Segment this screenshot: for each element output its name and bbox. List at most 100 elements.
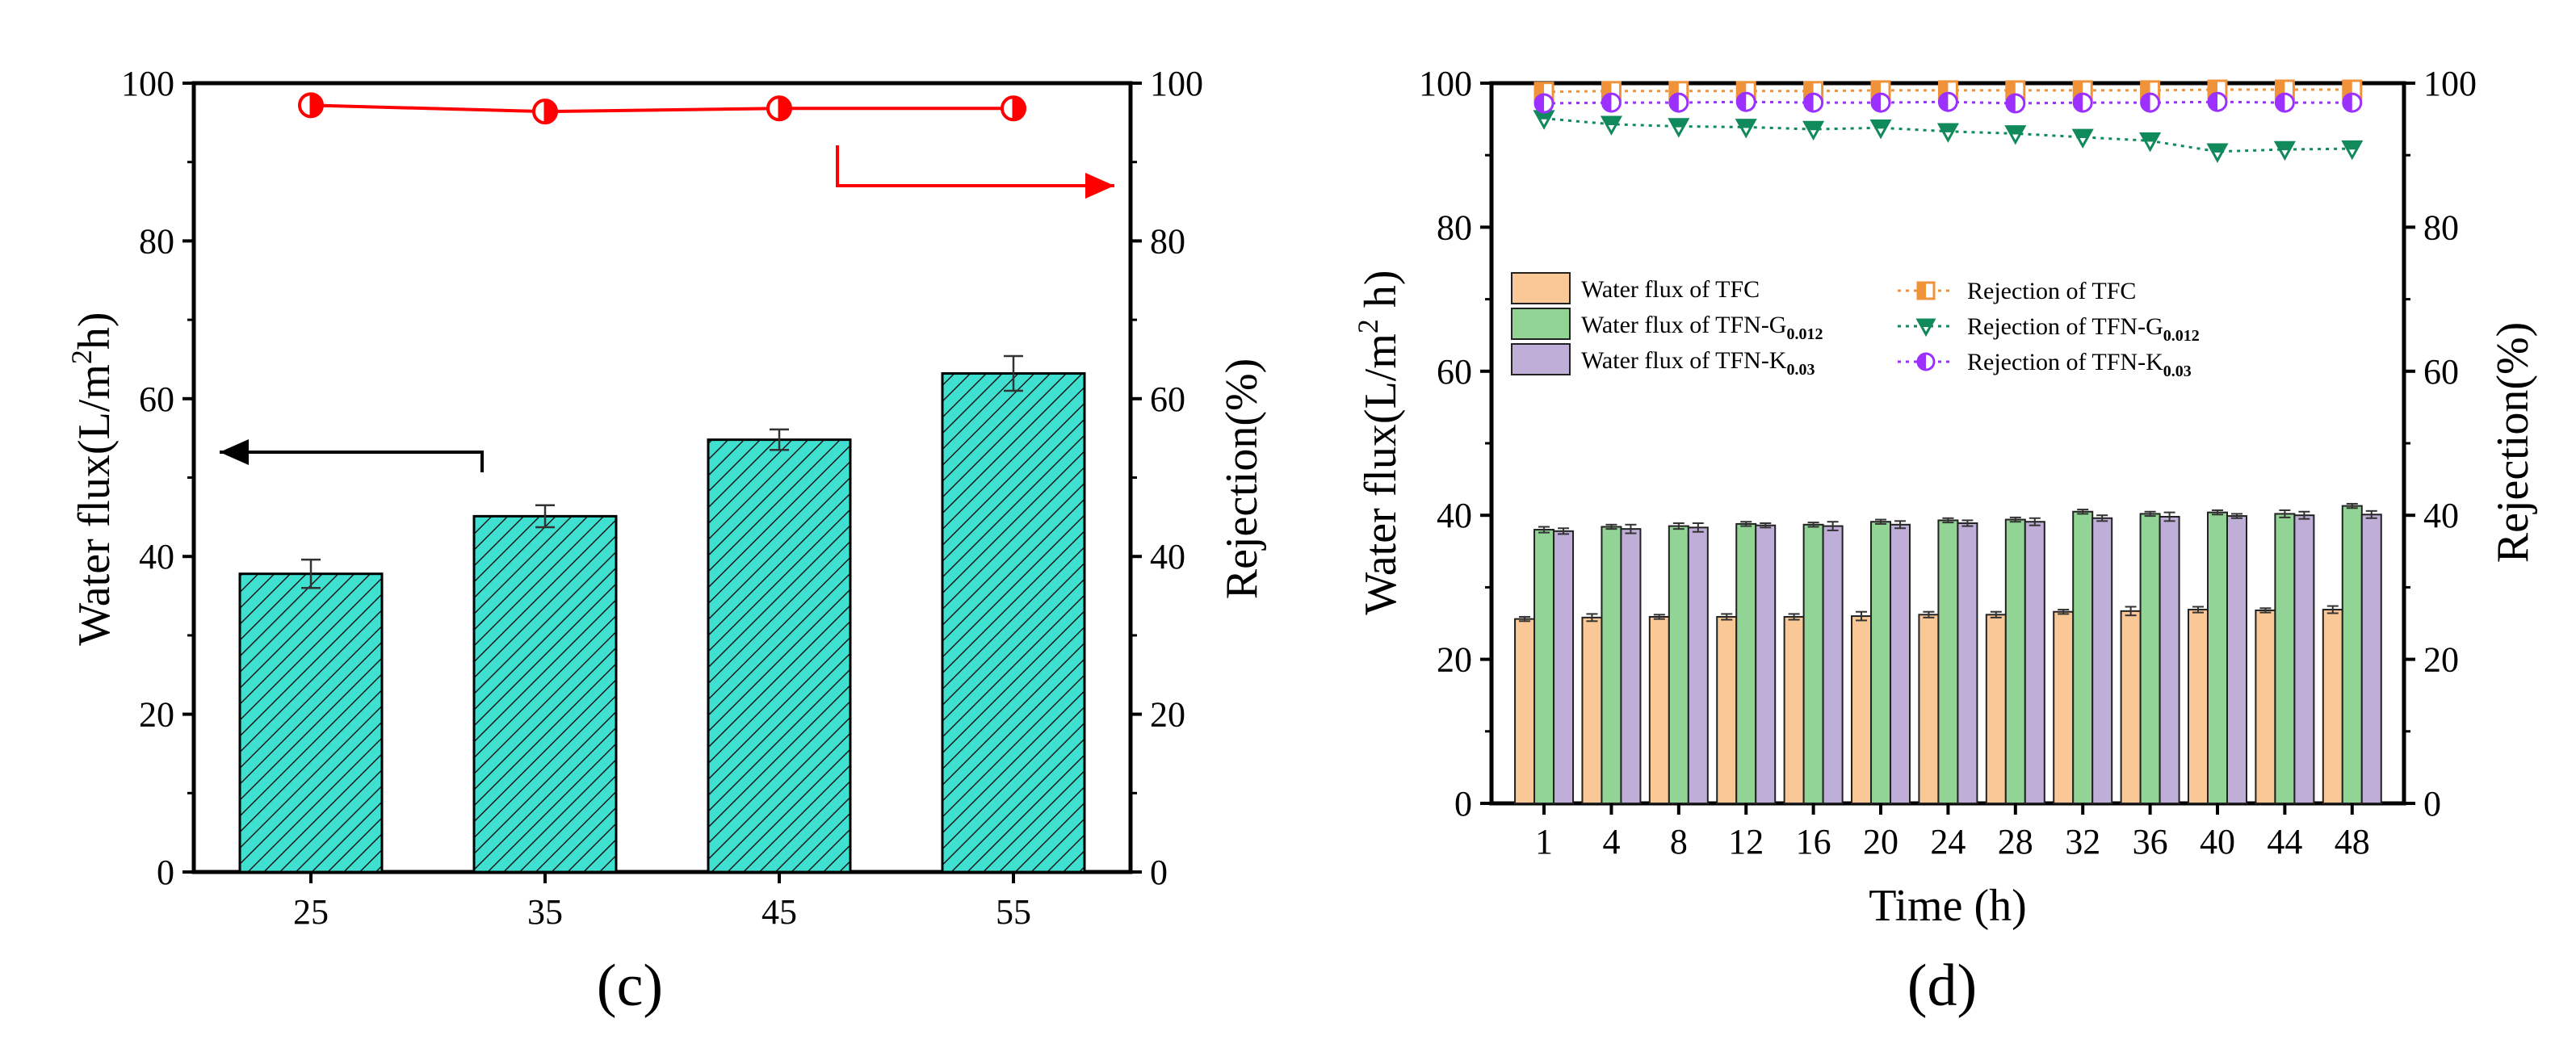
rejection-point (2206, 143, 2229, 163)
flux-bar (472, 514, 618, 874)
flux-error-bar (1558, 527, 1570, 535)
flux-error-bar (2144, 510, 2156, 518)
rejection-point (1533, 93, 1554, 114)
flux-bar (1514, 618, 1536, 805)
flux-error-bar (1740, 521, 1752, 527)
flux-bar (1716, 615, 1738, 804)
legend-label: Rejection of TFC (1967, 278, 2136, 304)
flux-bar (1581, 616, 1603, 805)
flux-error-bar (1990, 610, 2002, 618)
rejection-point (2207, 91, 2228, 112)
x-tick-label: 48 (2335, 822, 2370, 861)
legend-item: Water flux of TFN-G0.012 (1511, 308, 1823, 343)
y2-tick-label: 80 (2423, 208, 2459, 247)
legend: Water flux of TFC Water flux of TFN-G0.01… (1511, 272, 2200, 380)
panel-d-y2-axis-title: Rejection(%) (2488, 322, 2538, 564)
flux-bar (1620, 528, 1642, 804)
rejection-point (1802, 120, 1825, 141)
flux-bar (2293, 514, 2315, 804)
y2-tick-label: 0 (1150, 853, 1168, 892)
x-tick-label: 44 (2267, 822, 2302, 861)
rejection-point (2140, 92, 2161, 113)
y-tick-label: 60 (1437, 352, 1472, 392)
flux-error-bar (1519, 615, 1531, 623)
rejection-point (2341, 140, 2364, 161)
x-tick-label: 40 (2200, 822, 2235, 861)
legend-swatch (1511, 308, 1571, 340)
rejection-point (2072, 92, 2093, 113)
x-tick-label: 16 (1796, 822, 1831, 861)
flux-error-bar (1692, 522, 1704, 533)
y-tick-label: 100 (121, 64, 174, 103)
flux-error-bar (2230, 513, 2242, 519)
legend-swatch (1511, 272, 1571, 304)
flux-bar (1601, 526, 1622, 804)
flux-bar (1890, 523, 1911, 805)
rejection-point (2273, 140, 2296, 161)
rejection-point (1735, 91, 1756, 112)
y-tick-label: 20 (139, 695, 174, 735)
rejection-point (766, 95, 792, 122)
flux-error-bar (2077, 509, 2089, 515)
flux-bar (1687, 526, 1709, 804)
rejection-point (532, 99, 558, 125)
flux-error-bar (1760, 522, 1772, 529)
flux-error-bar (2058, 609, 2070, 615)
flux-bar (1533, 529, 1555, 804)
flux-bar (1802, 523, 1824, 805)
flux-error-bar (1538, 526, 1550, 534)
flux-bar (2360, 514, 2382, 804)
legend-item: Water flux of TFC (1511, 272, 1760, 304)
legend-label: Rejection of TFN-G0.012 (1967, 313, 2200, 345)
flux-error-bar (1807, 522, 1819, 528)
rejection-point (2071, 128, 2094, 149)
y-tick-label: 40 (139, 537, 174, 576)
flux-bar (1985, 614, 2007, 805)
flux-bar (1851, 615, 1873, 805)
panel-c-y-axis-title: Water flux(L/m2h) (65, 312, 120, 645)
y-tick-label: 40 (1437, 496, 1472, 535)
legend-label: Rejection of TFN-K0.03 (1967, 349, 2192, 380)
flux-error-bar (2298, 510, 2310, 520)
y-tick-label: 20 (1437, 640, 1472, 680)
flux-error-bar (2326, 605, 2339, 614)
flux-error-bar (2259, 607, 2272, 614)
flux-bar (2004, 518, 2026, 804)
rejection-point (1001, 95, 1026, 122)
y2-tick-label: 60 (2423, 352, 2459, 392)
flux-error-bar (770, 428, 789, 451)
panel-c-y2-axis-title: Rejection(%) (1217, 358, 1267, 600)
y2-tick-label: 20 (1150, 695, 1185, 735)
y2-tick-label: 0 (2423, 784, 2441, 824)
panel-d-y-axis-title: Water flux(L/m2 h) (1352, 270, 1406, 614)
flux-bar (1957, 522, 1978, 805)
flux-bar (1553, 530, 1575, 804)
flux-error-bar (1788, 613, 1800, 621)
y2-tick-label: 20 (2423, 640, 2459, 680)
flux-error-bar (1923, 610, 1935, 618)
flux-error-bar (1586, 613, 1598, 623)
flux-bar (2091, 517, 2113, 804)
rejection-point (1668, 92, 1689, 113)
rejection-axis-arrow (836, 145, 1114, 199)
rejection-point (1915, 318, 1936, 337)
x-tick-label: 55 (996, 892, 1031, 932)
flux-error-bar (1672, 522, 1684, 530)
x-tick-label: 1 (1535, 822, 1553, 861)
rejection-point (2005, 93, 2026, 114)
y2-tick-label: 80 (1150, 221, 1185, 261)
legend-label: Water flux of TFN-G0.012 (1581, 312, 1823, 343)
flux-error-bar (2009, 516, 2021, 523)
x-tick-label: 45 (761, 892, 797, 932)
rejection-point (1735, 119, 1757, 139)
legend-item: Water flux of TFN-K0.03 (1511, 343, 1815, 379)
flux-bar (2053, 610, 2075, 805)
flux-bar (1735, 522, 1757, 804)
panel-d-x-axis-title: Time (h) (1869, 881, 2027, 931)
panel-c: 0 20 40 60 80 100 0 20 40 60 80 100 25 35 45 55 Water… (65, 64, 1267, 1019)
x-tick-label: 28 (1998, 822, 2033, 861)
y2-tick-label: 40 (1150, 537, 1185, 576)
x-tick-label: 25 (293, 892, 329, 932)
flux-bar (1937, 519, 1959, 804)
x-tick-label: 24 (1930, 822, 1966, 861)
